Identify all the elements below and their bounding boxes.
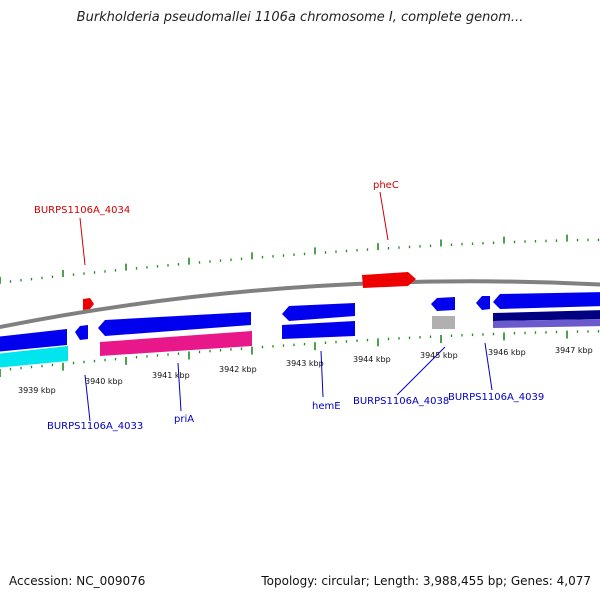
- callout-line-phec: [379, 191, 389, 241]
- callout-line-pria: [177, 362, 182, 412]
- callout-line-4038: [396, 346, 446, 396]
- gene-burps1106a-4039[interactable]: [493, 292, 600, 309]
- gene-burps1106a-4034[interactable]: [83, 298, 94, 310]
- callout-line-heme: [320, 350, 324, 398]
- map-title: Burkholderia pseudomallei 1106a chromoso…: [76, 10, 524, 25]
- kbp-label: 3947 kbp: [555, 346, 593, 355]
- gene-label-pria[interactable]: priA: [174, 414, 194, 425]
- callout-line-4039: [484, 342, 493, 391]
- callout-line-4033: [84, 374, 91, 422]
- kbp-label: 3945 kbp: [420, 351, 458, 360]
- kbp-label: 3944 kbp: [353, 355, 391, 364]
- gene-label-heme[interactable]: hemE: [312, 401, 341, 412]
- gene-small-1[interactable]: [75, 325, 88, 340]
- pseudogene-feature[interactable]: [432, 316, 455, 329]
- gene-label-burps1106a-4033[interactable]: BURPS1106A_4033: [47, 421, 143, 432]
- gene-heme[interactable]: [282, 303, 355, 321]
- kbp-label: 3942 kbp: [219, 365, 257, 374]
- gene-burps1106a-4032[interactable]: [0, 329, 67, 352]
- callout-line-4034: [79, 217, 86, 266]
- kbp-label: 3943 kbp: [286, 359, 324, 368]
- kbp-label: 3946 kbp: [488, 348, 526, 357]
- accession-text: Accession: NC_009076: [9, 574, 146, 588]
- gene-hemE-2[interactable]: [282, 321, 355, 339]
- gene-small-2[interactable]: [476, 296, 490, 310]
- gene-label-burps1106a-4038[interactable]: BURPS1106A_4038: [353, 396, 449, 407]
- rna-feature-pink[interactable]: [100, 331, 252, 356]
- gene-phec[interactable]: [362, 272, 416, 288]
- gene-label-burps1106a-4039[interactable]: BURPS1106A_4039: [448, 392, 544, 403]
- kbp-label: 3941 kbp: [152, 371, 190, 380]
- chromosome-backbone: [0, 279, 600, 330]
- kbp-label: 3940 kbp: [85, 377, 123, 386]
- gene-burps1106a-4038[interactable]: [431, 297, 455, 311]
- gene-label-burps1106a-4034[interactable]: BURPS1106A_4034: [34, 205, 130, 216]
- gene-pria[interactable]: [98, 312, 251, 336]
- kbp-label: 3939 kbp: [18, 386, 56, 395]
- feature-navy[interactable]: [493, 310, 600, 321]
- feature-slate[interactable]: [493, 319, 600, 328]
- lower-tick-track: [0, 330, 600, 377]
- rna-feature-cyan[interactable]: [0, 346, 68, 368]
- map-summary-text: Topology: circular; Length: 3,988,455 bp…: [261, 574, 591, 588]
- gene-label-phec[interactable]: pheC: [373, 180, 399, 191]
- upper-tick-track: [0, 234, 600, 284]
